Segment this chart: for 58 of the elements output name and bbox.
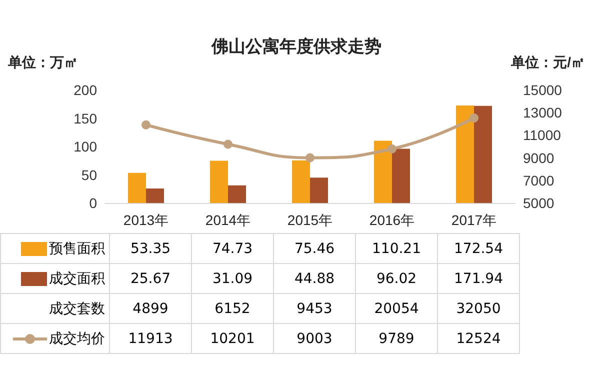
bar bbox=[310, 178, 328, 203]
text: 4899 bbox=[132, 300, 168, 316]
text: 成交套数 bbox=[0, 294, 110, 324]
legend-label: 预售面积 bbox=[0, 234, 110, 264]
data-label: 53.35 bbox=[110, 234, 192, 264]
data-label: 75.46 bbox=[274, 234, 356, 264]
x-tick-label: 2013年 bbox=[123, 212, 169, 228]
data-label: 12524 bbox=[438, 324, 520, 354]
y2-tick-label: 11000 bbox=[523, 127, 562, 144]
x-tick-label: 2016年 bbox=[369, 212, 415, 228]
y2-tick-label: 15000 bbox=[523, 82, 562, 98]
x-tick-label: 2014年 bbox=[205, 212, 251, 228]
bar bbox=[474, 106, 492, 203]
y-tick-label: 150 bbox=[74, 110, 98, 126]
data-label: 44.88 bbox=[274, 264, 356, 294]
x-tick-label: 2017年 bbox=[451, 212, 497, 228]
data-label: 10201 bbox=[192, 324, 274, 354]
text: 9453 bbox=[296, 300, 332, 316]
point bbox=[224, 140, 232, 149]
data-label: 31.09 bbox=[192, 264, 274, 294]
point bbox=[306, 153, 314, 162]
y2-tick-label: 7000 bbox=[523, 172, 554, 188]
data-label: 171.94 bbox=[438, 264, 520, 294]
data-label: 9003 bbox=[274, 324, 356, 354]
y-tick-label: 0 bbox=[89, 195, 98, 211]
bar bbox=[228, 185, 246, 203]
data-label: 110.21 bbox=[356, 234, 438, 264]
y-tick-label: 100 bbox=[74, 138, 98, 154]
y2-axis-title: 单位：元/㎡ bbox=[510, 54, 585, 70]
bar bbox=[292, 160, 310, 203]
y-axis-title: 单位：万㎡ bbox=[7, 54, 78, 70]
point bbox=[388, 144, 396, 154]
data-label: 11913 bbox=[110, 324, 192, 354]
data-label: 172.54 bbox=[438, 234, 520, 264]
bar bbox=[146, 188, 164, 203]
y2-tick-label: 9000 bbox=[523, 150, 554, 166]
data-label: 25.67 bbox=[110, 264, 192, 294]
data-label: 96.02 bbox=[356, 264, 438, 294]
text: 32050 bbox=[456, 300, 501, 316]
legend-label: 成交面积 bbox=[0, 264, 110, 294]
y2-tick-label: 5000 bbox=[523, 195, 554, 211]
point bbox=[142, 120, 150, 130]
text: 20054 bbox=[374, 300, 419, 316]
bar bbox=[128, 172, 146, 203]
bar bbox=[374, 140, 392, 203]
chart-title: 佛山公寓年度供求走势 bbox=[210, 37, 382, 56]
data-label: 74.73 bbox=[192, 234, 274, 264]
bar bbox=[456, 106, 474, 203]
y2-tick-label: 13000 bbox=[523, 104, 562, 121]
bar bbox=[392, 148, 410, 203]
text: 6152 bbox=[214, 300, 250, 316]
legend-label: 成交均价 bbox=[0, 324, 110, 354]
point bbox=[470, 113, 478, 122]
y-tick-label: 50 bbox=[81, 166, 98, 183]
x-tick-label: 2015年 bbox=[287, 212, 333, 228]
data-label: 9789 bbox=[356, 324, 438, 354]
bar bbox=[210, 160, 228, 203]
y-tick-label: 200 bbox=[74, 82, 98, 98]
